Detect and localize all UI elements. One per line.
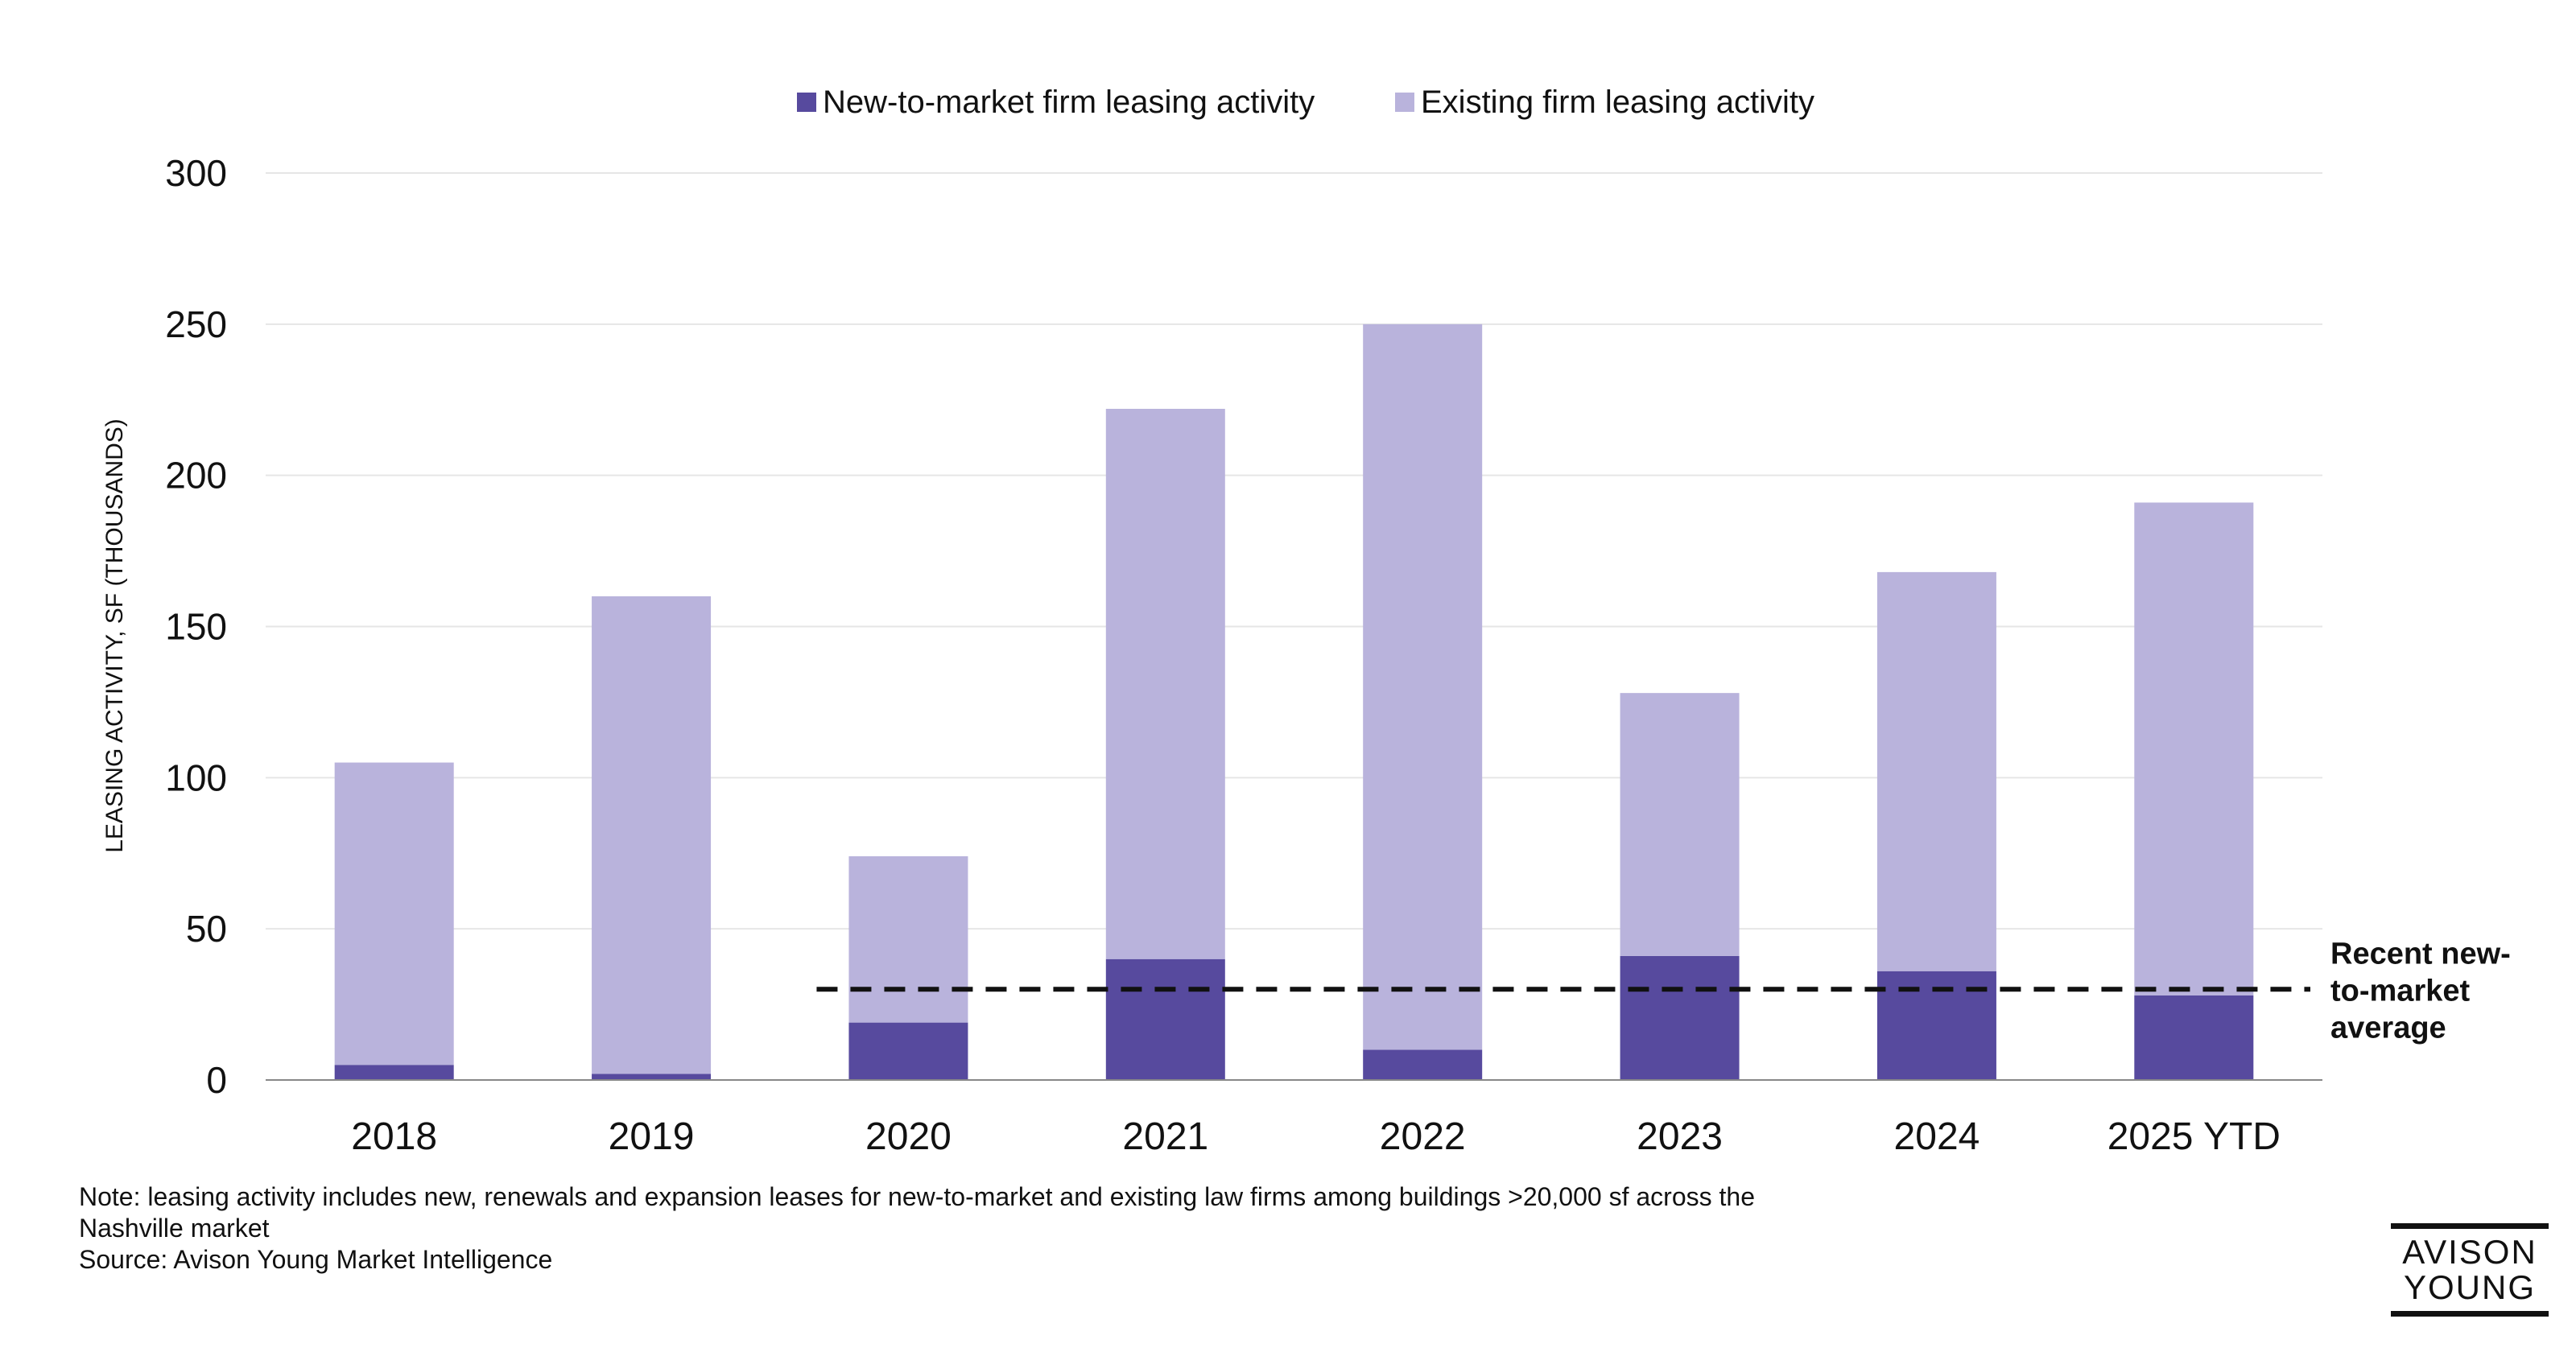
y-tick-label-200: 200 [165,455,227,497]
logo-line-1: AVISON [2402,1233,2537,1271]
y-tick-label-100: 100 [165,756,227,798]
bar-2019-series-2 [592,596,712,1074]
y-tick-label-300: 300 [165,152,227,194]
x-tick-label-2022: 2022 [1380,1115,1466,1158]
bar-2018-series-2 [334,762,454,1066]
y-axis-title: LEASING ACTIVITY, SF (THOUSANDS) [101,418,128,853]
x-tick-label-2019: 2019 [609,1115,695,1158]
bar-2025-ytd-series-2 [2134,502,2254,995]
reference-line-label-1: Recent new- [2330,937,2511,971]
bar-2022-series-2 [1363,324,1483,1050]
legend-label-1: New-to-market firm leasing activity [823,84,1315,120]
logo-line-2: YOUNG [2403,1268,2536,1306]
bars [334,324,2254,1080]
footnote-source: Source: Avison Young Market Intelligence [79,1245,553,1274]
bar-2021-series-2 [1105,409,1225,959]
gridlines [266,172,2322,930]
bar-2023-series-1 [1620,955,1740,1080]
x-tick-label-2024: 2024 [1894,1115,1980,1158]
bar-2020-series-1 [848,1022,968,1080]
bar-2018-series-1 [334,1065,454,1080]
bar-2023-series-2 [1620,693,1740,956]
legend: New-to-market firm leasing activity Exist… [797,84,1814,120]
y-tick-label-50: 50 [186,908,227,950]
legend-swatch-1 [797,93,816,112]
footnote-note: Note: leasing activity includes new, ren… [79,1182,1755,1211]
reference-line-label-3: average [2330,1011,2446,1045]
footnote-note-continued: Nashville market [79,1214,270,1243]
x-tick-label-2021: 2021 [1122,1115,1208,1158]
y-axis-ticks: 0 50 100 150 200 250 300 [165,152,227,1101]
avison-young-logo: AVISON YOUNG [2391,1223,2549,1317]
legend-label-2: Existing firm leasing activity [1421,84,1814,120]
chart: New-to-market firm leasing activity Exist… [101,84,2511,1158]
bar-2022-series-1 [1363,1049,1483,1080]
x-axis-labels: 2018 2019 2020 2021 2022 2023 2024 2025 YTD [351,1115,2281,1158]
x-tick-label-2018: 2018 [351,1115,437,1158]
y-tick-label-250: 250 [165,303,227,345]
x-tick-label-2023: 2023 [1637,1115,1723,1158]
footnote: Note: leasing activity includes new, ren… [79,1181,2011,1276]
y-tick-label-0: 0 [206,1059,227,1101]
bar-2020-series-2 [848,856,968,1023]
bar-2019-series-1 [592,1074,712,1080]
y-tick-label-150: 150 [165,606,227,648]
bar-2021-series-1 [1105,958,1225,1080]
bar-2025-ytd-series-1 [2134,995,2254,1080]
x-tick-label-2020: 2020 [865,1115,952,1158]
bar-2024-series-2 [1876,571,1996,971]
x-tick-label-2025-ytd: 2025 YTD [2107,1115,2281,1158]
legend-swatch-2 [1395,93,1414,112]
reference-line-label-2: to-market [2330,974,2470,1008]
